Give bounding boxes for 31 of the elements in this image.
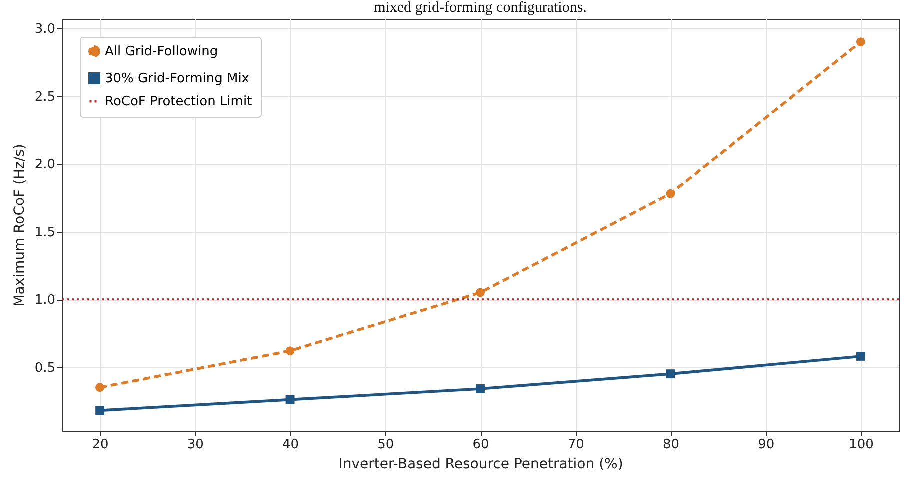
point (286, 395, 295, 404)
x-tick-label: 100 (849, 438, 874, 452)
point (96, 406, 105, 416)
x-axis-title: Inverter-Based Resource Penetration (%) (338, 456, 624, 472)
x-tick-label: 70 (568, 438, 584, 452)
y-tick-label: 1.0 (34, 293, 56, 308)
legend-label: All Grid-Following (105, 44, 218, 60)
y-tick-label: 2.0 (34, 158, 56, 173)
x-tick-label: 90 (758, 438, 775, 452)
x-tick-label: 80 (662, 438, 680, 452)
point (96, 383, 105, 392)
point (476, 384, 485, 394)
legend-label: RoCoF Protection Limit (105, 94, 252, 110)
x-tick-label: 50 (378, 438, 394, 452)
point (666, 370, 676, 379)
y-tick-label: 0.5 (34, 360, 56, 376)
x-tick-label: 60 (472, 438, 490, 452)
y-tick-label: 2.5 (34, 90, 56, 105)
x-tick-label: 20 (92, 438, 109, 452)
y-axis-title: Maximum RoCoF (Hz/s) (12, 144, 28, 307)
x-tick-label: 30 (187, 438, 204, 452)
point (856, 352, 866, 361)
chart-title: mixed grid-forming configurations. (374, 0, 587, 16)
point (476, 288, 485, 298)
legend-label: 30% Grid-Forming Mix (105, 72, 250, 86)
y-tick-label: 1.5 (34, 225, 56, 240)
y-tick-label: 3.0 (34, 22, 56, 37)
point (856, 38, 866, 47)
point (286, 346, 295, 356)
x-tick-label: 40 (282, 438, 300, 452)
point (666, 189, 676, 198)
